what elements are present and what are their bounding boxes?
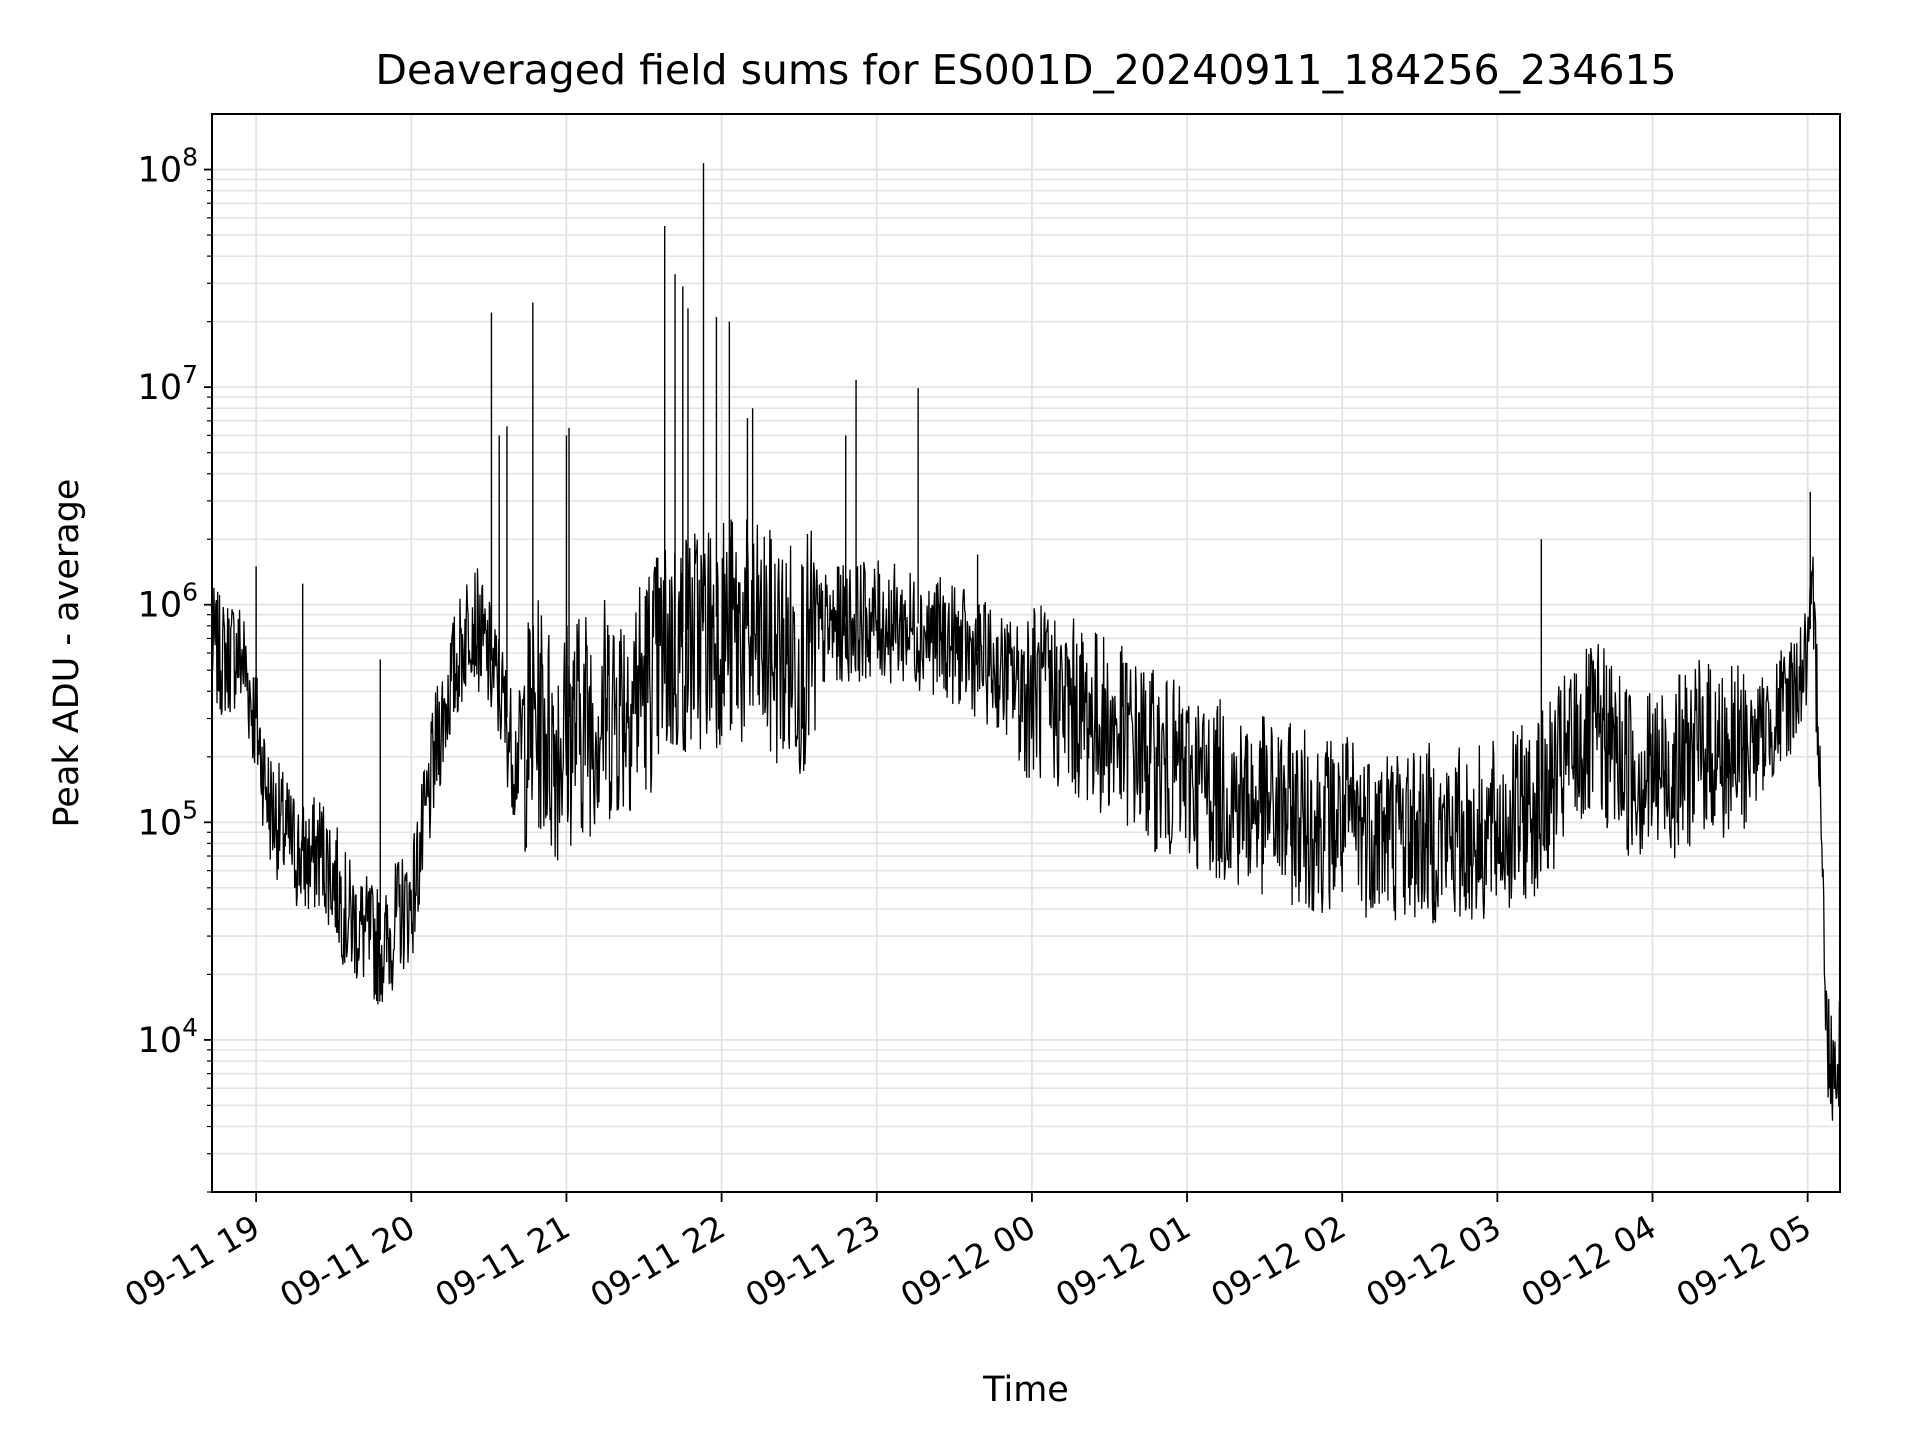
y-tick-label: 108 (138, 143, 198, 191)
chart-title: Deaveraged field sums for ES001D_2024091… (375, 46, 1676, 94)
y-tick-label: 106 (138, 578, 198, 626)
series-layer (212, 163, 1840, 1121)
x-axis-label: Time (982, 1370, 1069, 1410)
y-tick-label: 104 (138, 1013, 198, 1061)
y-tick-label: 105 (138, 795, 198, 843)
y-axis-label: Peak ADU - average (47, 479, 87, 828)
y-tick-label: 107 (138, 360, 198, 408)
series-line (212, 519, 1840, 1121)
